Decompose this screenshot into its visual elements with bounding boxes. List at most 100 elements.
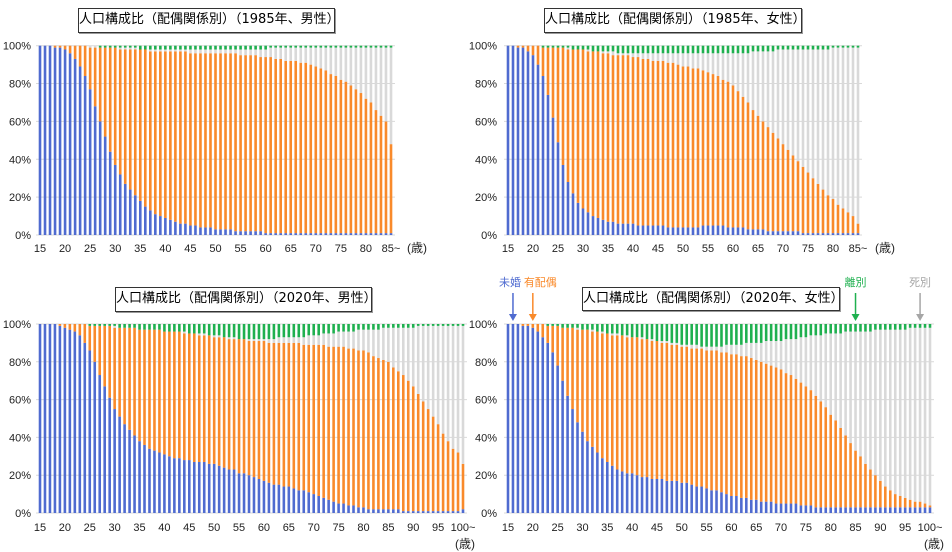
bar-segment (746, 53, 750, 103)
bar-segment (731, 53, 735, 86)
bar-segment (576, 202, 580, 235)
bar-segment (239, 45, 242, 50)
bar-segment (625, 337, 629, 474)
bar-segment (461, 509, 465, 513)
bar-segment (705, 350, 708, 489)
bar-segment (566, 49, 570, 182)
bar-segment (606, 461, 609, 513)
bar-segment (601, 53, 605, 220)
bar-segment (63, 324, 67, 328)
bar-segment (367, 324, 370, 330)
chart-panel-0: 0% 20% 40% 60% 80% 100% 15 20 25 30 35 40 45 50 55 60 65… (3, 41, 427, 255)
bar-segment (541, 324, 545, 338)
bar-segment (799, 324, 803, 338)
bar-segment (839, 333, 842, 428)
bar-segment (685, 324, 689, 345)
bar-segment (188, 324, 191, 334)
bar-segment (631, 223, 635, 235)
bar-segment (680, 344, 684, 347)
bar-segment (776, 49, 780, 139)
bar-segment (731, 227, 735, 235)
bar-segment (274, 47, 277, 59)
bar-segment (834, 420, 837, 508)
bar-segment (726, 53, 730, 82)
bar-segment (372, 324, 375, 330)
bar-segment (153, 324, 156, 330)
bar-segment (451, 448, 455, 512)
bar-segment (312, 324, 315, 336)
bar-segment (153, 450, 156, 513)
bar-segment (149, 51, 152, 211)
bar-segment (397, 371, 400, 510)
bar-segment (352, 324, 355, 332)
bar-segment (923, 507, 927, 513)
bar-segment (601, 45, 605, 52)
bar-segment (596, 452, 599, 513)
bar-segment (779, 369, 783, 504)
bar-segment (421, 324, 425, 326)
chart-title-2020-female: 人口構成比（配偶関係別）（2020年、女性） (582, 287, 844, 311)
x-tick-label: 30 (109, 522, 121, 534)
bar-segment (908, 499, 912, 508)
bar-segment (227, 469, 231, 513)
bar-segment (252, 339, 256, 342)
bar-segment (591, 51, 595, 217)
bar-segment (531, 55, 535, 235)
bar-segment (670, 324, 674, 343)
bar-segment (701, 70, 705, 226)
bar-segment (269, 45, 272, 48)
bar-segment (806, 233, 810, 235)
bar-segment (646, 53, 650, 59)
bar-segment (342, 324, 345, 332)
bar-segment (794, 503, 798, 513)
bar-segment (829, 333, 832, 415)
bar-segment (58, 45, 62, 48)
bar-segment (781, 144, 785, 232)
bar-segment (149, 49, 152, 52)
bar-segment (586, 324, 589, 330)
x-tick-label: 80 (357, 522, 369, 534)
bar-segment (666, 53, 670, 63)
arrow-head-icon (528, 314, 537, 321)
bar-segment (913, 327, 917, 502)
bar-segment (108, 151, 112, 235)
bar-segment (774, 367, 778, 504)
bar-segment (591, 331, 594, 447)
bar-segment (705, 488, 708, 513)
bar-segment (234, 53, 237, 232)
bar-segment (461, 325, 465, 464)
bar-segment (297, 342, 301, 491)
bar-segment (531, 327, 535, 513)
bar-segment (769, 501, 773, 513)
bar-segment (138, 329, 141, 442)
bar-segment (128, 429, 131, 513)
bar-segment (740, 356, 743, 498)
bar-segment (601, 219, 605, 235)
bar-segment (384, 233, 388, 235)
bar-segment (416, 325, 420, 394)
bar-segment (625, 473, 629, 513)
bar-segment (329, 74, 333, 234)
bar-segment (78, 335, 82, 513)
x-axis-unit: (歳) (455, 537, 475, 551)
bar-segment (814, 507, 818, 513)
chart-panel-3: 0% 20% 40% 60% 80% 100% 15 20 25 30 35 40 45 50 55 60 65… (469, 275, 944, 551)
bar-segment (541, 75, 545, 236)
bar-segment (426, 324, 430, 326)
bar-segment (269, 47, 272, 58)
bar-segment (259, 49, 262, 58)
y-tick-label: 0% (15, 508, 31, 520)
bar-segment (928, 327, 932, 506)
x-tick-label: 95 (899, 522, 911, 534)
bar-segment (68, 329, 72, 513)
bar-segment (691, 68, 695, 228)
bar-segment (746, 102, 750, 230)
bar-segment (849, 324, 852, 332)
bar-segment (561, 324, 564, 328)
x-tick-label: 75 (332, 522, 344, 534)
bar-segment (229, 229, 232, 235)
bar-segment (616, 223, 620, 235)
bar-segment (661, 225, 665, 235)
bar-segment (113, 324, 116, 326)
bar-segment (359, 47, 363, 94)
